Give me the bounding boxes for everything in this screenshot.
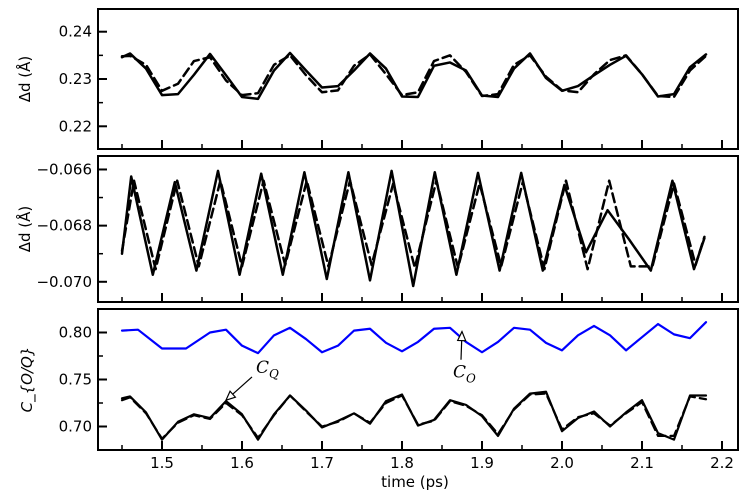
y-tick-label: −0.068 [36,217,92,235]
annotation-C-O: CO [453,330,476,386]
series-line-dashed-1 [120,179,706,271]
annotation-main: C [256,358,269,378]
y-tick-label: 0.22 [59,117,92,135]
y-tick-label: 0.70 [59,418,92,436]
annotation-arrowhead [456,330,467,342]
y-tick-label: 0.75 [59,371,92,389]
y-axis-label: Δd (Å) [15,206,34,253]
series-line-dashed-1 [120,53,708,99]
annotation-C-Q: CQ [224,358,279,402]
y-tick-label: 0.23 [59,70,92,88]
x-axis-label: time (ps) [381,473,449,491]
x-tick-label: 2.1 [630,454,654,472]
annotation-label: CO [453,363,476,386]
x-tick-label: 1.8 [390,454,414,472]
annotation-label: CQ [256,358,279,381]
panel-bottom: 1.5 1.6 1.7 1.8 1.9 2.0 2.1 2.2 0.70 0.75 0.80 C_{O… [18,308,739,491]
axes-frame [97,308,739,451]
y-tick-label: −0.066 [36,160,92,178]
panel-middle: −0.070 −0.068 −0.066 Δd (Å) [15,155,739,303]
panel-top: 0.22 0.23 0.24 Δd (Å) [15,8,739,150]
series-line-solid-0 [120,51,708,101]
x-tick-label: 1.7 [310,454,334,472]
annotation-main: C [453,363,466,383]
x-tick-label: 1.9 [470,454,494,472]
y-tick-label: −0.070 [36,273,92,291]
x-tick-label: 2.2 [710,454,734,472]
y-tick-label: 0.80 [59,324,92,342]
x-tick-label: 1.5 [150,454,174,472]
x-tick-label: 1.6 [230,454,254,472]
series-line-solid-0 [120,321,708,355]
series-line-solid-2 [120,390,708,441]
annotation-arrowhead [224,390,237,402]
annotation-subscript: O [466,372,476,386]
x-tick-label: 2.0 [550,454,574,472]
series-line-solid-0 [120,169,706,288]
y-axis-label: Δd (Å) [15,56,34,103]
annotation-subscript: Q [269,367,279,381]
axes-frame [97,155,739,303]
y-tick-label: 0.24 [59,23,92,41]
axes-frame [97,8,739,150]
y-axis-label: C_{O/Q} [18,347,37,413]
